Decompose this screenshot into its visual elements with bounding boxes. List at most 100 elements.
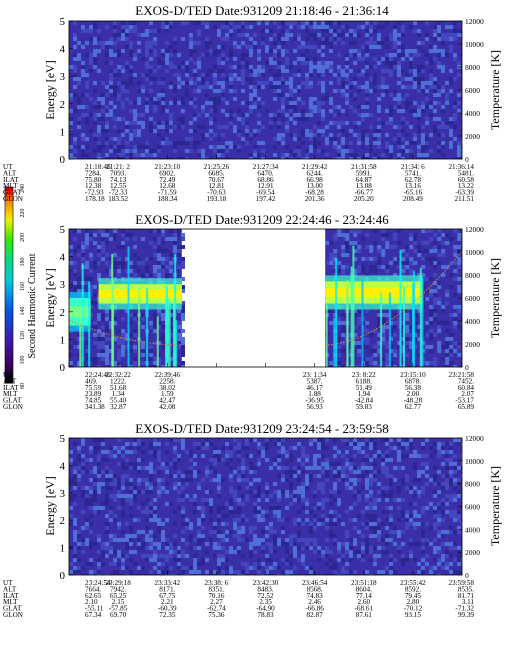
spectrogram-cell: [105, 345, 109, 349]
spectrogram-cell: [377, 570, 381, 574]
spectrogram-cell: [373, 229, 378, 233]
spectrogram-cell: [181, 554, 185, 558]
spectrogram-cell: [197, 21, 201, 25]
spectrogram-cell: [109, 450, 113, 454]
spectrogram-cell: [377, 145, 381, 149]
spectrogram-cell: [389, 361, 394, 365]
spectrogram-cell: [257, 65, 261, 69]
spectrogram-cell: [165, 49, 169, 53]
spectrogram-cell: [409, 61, 413, 65]
spectrogram-cell: [165, 502, 169, 506]
spectrogram-cell: [425, 454, 429, 458]
spectrogram-cell: [457, 510, 461, 514]
spectrogram-cell: [121, 69, 125, 73]
spectrogram-cell: [209, 109, 213, 113]
spectrogram-cell: [109, 337, 113, 341]
spectrogram-cell: [437, 482, 441, 486]
spectrogram-cell: [365, 65, 369, 69]
y-tick-label: 2: [60, 307, 66, 319]
spectrogram-cell: [197, 570, 201, 574]
spectrogram-cell: [133, 550, 137, 554]
spectrogram-cell: [149, 365, 153, 367]
spectrogram-cell: [105, 129, 109, 133]
spectrogram-cell: [181, 498, 185, 502]
spectrogram-cell: [437, 502, 441, 506]
spectrogram-cell: [109, 486, 113, 490]
spectrogram-cell: [417, 309, 422, 313]
spectrogram-cell: [197, 77, 201, 81]
spectrogram-cell: [233, 498, 237, 502]
spectrogram-cell: [445, 353, 450, 357]
spectrogram-cell: [125, 482, 129, 486]
spectrogram-cell: [293, 113, 297, 117]
spectrogram-cell: [129, 333, 133, 337]
colorbar-cell: [5, 239, 13, 244]
spectrogram-cell: [357, 349, 362, 353]
spectrogram-cell: [409, 125, 413, 129]
colorbar-cell: [5, 373, 13, 377]
spectrogram-cell: [281, 518, 285, 522]
spectrogram-cell: [137, 482, 141, 486]
spectrogram-cell: [441, 486, 445, 490]
spectrogram-cell: [457, 289, 462, 293]
spectrogram-cell: [457, 494, 461, 498]
spectrogram-cell: [177, 81, 181, 85]
spectrogram-cell: [97, 341, 101, 345]
spectrogram-cell: [193, 546, 197, 550]
spectrogram-cell: [297, 458, 301, 462]
orbit-row-label: ILAT: [3, 592, 19, 600]
spectrogram-cell: [393, 349, 398, 353]
spectrogram-cell: [301, 81, 305, 85]
spectrogram-cell: [453, 29, 457, 33]
spectrogram-cell: [109, 510, 113, 514]
spectrogram-cell: [245, 129, 249, 133]
orbit-value: 74.83: [307, 592, 324, 600]
spectrogram-cell: [161, 345, 165, 349]
spectrogram-cell: [457, 518, 461, 522]
spectrogram-cell: [417, 33, 421, 37]
spectrogram-cell: [425, 538, 429, 542]
spectrogram-cell: [193, 570, 197, 574]
colorbar-cell: [5, 249, 13, 253]
spectrogram-cell: [117, 73, 121, 77]
spectrogram-cell: [77, 289, 81, 293]
spectrogram-cell: [229, 33, 233, 37]
spectrogram-cell: [313, 109, 317, 113]
spectrogram-cell: [345, 442, 349, 446]
spectrogram-cell: [189, 534, 193, 538]
panel-1-spectrogram: [69, 21, 462, 159]
spectrogram-cell: [389, 458, 393, 462]
spectrogram-cell: [261, 141, 265, 145]
spectrogram-cell: [145, 558, 149, 562]
spectrogram-cell: [357, 470, 361, 474]
spectrogram-cell: [225, 454, 229, 458]
spectrogram-cell: [253, 466, 257, 470]
spectrogram-cell: [149, 149, 153, 153]
spectrogram-cell: [257, 462, 261, 466]
spectrogram-cell: [97, 37, 101, 41]
spectrogram-cell: [457, 305, 462, 309]
spectrogram-cell: [85, 53, 89, 57]
spectrogram-cell: [105, 474, 109, 478]
orbit-row-label: GLAT: [3, 189, 22, 197]
spectrogram-cell: [441, 65, 445, 69]
spectrogram-cell: [117, 526, 121, 530]
spectrogram-cell: [201, 85, 205, 89]
panel-3-x-ticks: [68, 571, 463, 575]
spectrogram-cell: [437, 490, 441, 494]
spectrogram-cell: [249, 526, 253, 530]
spectrogram-cell: [253, 478, 257, 482]
spectrogram-cell: [453, 57, 457, 61]
spectrogram-cell: [293, 61, 297, 65]
spectrogram-cell: [73, 566, 77, 570]
spectrogram-cell: [93, 49, 97, 53]
spectrogram-cell: [77, 121, 81, 125]
spectrogram-cell: [433, 57, 437, 61]
spectrogram-cell: [373, 89, 377, 93]
spectrogram-cell: [101, 345, 105, 349]
spectrogram-cell: [341, 329, 346, 333]
spectrogram-cell: [305, 466, 309, 470]
spectrogram-cell: [81, 133, 85, 137]
spectrogram-cell: [157, 562, 161, 566]
spectrogram-cell: [93, 478, 97, 482]
